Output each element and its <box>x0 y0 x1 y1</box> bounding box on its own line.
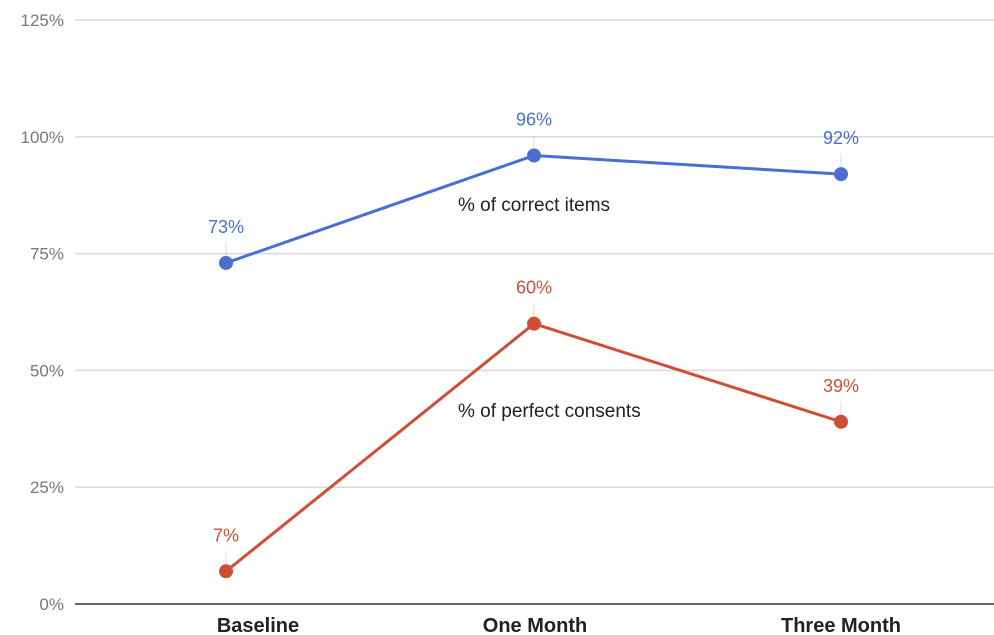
data-point <box>834 167 848 182</box>
series-2: 7% 60% 39% % of perfect consents <box>213 278 859 579</box>
y-tick-label: 25% <box>30 478 64 497</box>
x-tick-label: One Month <box>483 615 587 635</box>
y-axis: 0% 25% 50% 75% 100% 125% <box>21 11 64 614</box>
data-label: 92% <box>823 128 859 148</box>
y-tick-label: 125% <box>21 11 64 30</box>
data-point <box>219 255 233 270</box>
data-label: 60% <box>516 278 552 298</box>
series-1: 73% 96% 92% % of correct items <box>208 109 859 270</box>
data-label: 73% <box>208 217 244 237</box>
data-point <box>527 316 541 331</box>
data-label: 96% <box>516 109 552 129</box>
data-point <box>219 564 233 579</box>
series-label: % of perfect consents <box>458 401 641 422</box>
data-label: 39% <box>823 376 859 396</box>
data-point <box>834 414 848 429</box>
x-tick-label: Three Month <box>781 615 901 635</box>
y-tick-label: 75% <box>30 245 64 264</box>
x-tick-label: Baseline <box>217 615 299 635</box>
series-layer: 73% 96% 92% % of correct items 7% 60% 39% % of … <box>208 109 859 579</box>
series-line <box>225 322 842 573</box>
series-label: % of correct items <box>458 195 610 216</box>
y-tick-label: 100% <box>21 128 64 147</box>
grid-layer <box>75 19 994 488</box>
data-point <box>527 148 541 163</box>
data-label: 7% <box>213 525 239 545</box>
y-tick-label: 0% <box>39 595 64 614</box>
x-axis: Baseline One Month Three Month <box>75 603 994 635</box>
y-tick-label: 50% <box>30 361 64 380</box>
